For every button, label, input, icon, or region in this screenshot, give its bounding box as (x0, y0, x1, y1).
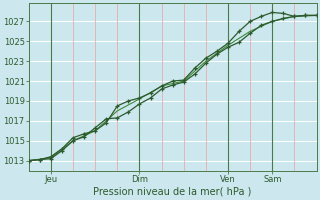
X-axis label: Pression niveau de la mer( hPa ): Pression niveau de la mer( hPa ) (93, 187, 252, 197)
